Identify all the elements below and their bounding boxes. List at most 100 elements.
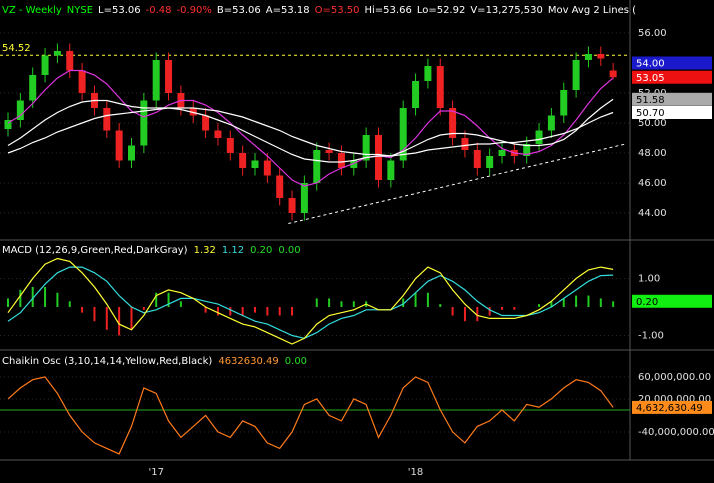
candle-body [103, 108, 111, 131]
value-box-label: 50.70 [636, 108, 665, 119]
candle-body [66, 51, 74, 71]
moving-average [7, 98, 614, 163]
candle-body [572, 60, 580, 90]
candle-body [202, 115, 210, 131]
panel-label: MACD (12,26,9,Green,Red,DarkGray) 1.32 1.1… [2, 245, 301, 256]
candle-body [535, 130, 543, 144]
candle-body [584, 54, 592, 60]
candle-body [436, 66, 444, 108]
candle-body [597, 54, 605, 59]
candle-body [16, 100, 24, 120]
readout: 1.32 [194, 245, 216, 256]
y-tick-label: 60,000,000.00 [638, 372, 711, 383]
header-item: Lo=52.92 [417, 5, 466, 16]
candle-body [609, 70, 617, 78]
oscillator-line [7, 376, 614, 455]
value-box-label: 53.05 [636, 73, 665, 84]
panel-label: Chaikin Osc (3,10,14,14,Yellow,Red,Black… [2, 356, 307, 367]
value-box [632, 92, 712, 106]
header: VZ - Weekly NYSE L=53.06 -0.48 -0.90% B=53.06… [2, 5, 636, 16]
panel-title: MACD (12,26,9,Green,Red,DarkGray) [2, 245, 188, 256]
candle-body [547, 115, 555, 131]
candle-body [300, 183, 308, 213]
candle-body [115, 130, 123, 161]
value-box [632, 56, 712, 70]
readout: 0.20 [250, 245, 272, 256]
candle-body [128, 145, 135, 161]
x-tick-label: '17 [148, 467, 163, 478]
candle-body [412, 81, 420, 108]
trend-line [288, 143, 626, 224]
header-item: -0.90% [176, 5, 211, 16]
header-item: NYSE [67, 5, 93, 16]
moving-average [7, 69, 614, 187]
header-item: V=13,275,530 [470, 5, 542, 16]
candle-body [53, 51, 61, 56]
panel-title: Chaikin Osc (3,10,14,14,Yellow,Red,Black… [2, 356, 212, 367]
candle-body [189, 108, 197, 116]
header-item: O=53.50 [315, 5, 360, 16]
candle-body [313, 150, 321, 183]
candle-body [29, 75, 37, 101]
y-tick-label: 56.00 [638, 28, 667, 39]
y-tick-label: 1.00 [638, 273, 660, 284]
candle-body [399, 108, 407, 161]
header-item: Mov Avg 2 Lines ( [548, 5, 636, 16]
candle-body [387, 160, 395, 180]
value-box [632, 294, 712, 308]
candle-body [424, 66, 432, 81]
moving-average [7, 107, 614, 157]
candle-body [276, 175, 284, 198]
candle-body [473, 150, 481, 168]
value-box-label: 54.00 [636, 59, 665, 70]
candle-body [523, 144, 531, 156]
y-tick-label: 50.00 [638, 118, 667, 129]
value-box-label: 0.20 [636, 297, 658, 308]
y-tick-label: 44.00 [638, 208, 667, 219]
header-item: -0.48 [146, 5, 172, 16]
candle-body [214, 130, 222, 138]
readout: 0.00 [278, 245, 300, 256]
header-item: A=53.18 [266, 5, 310, 16]
readout: 4632630.49 [218, 356, 278, 367]
candle-body [449, 108, 457, 138]
candle-body [362, 135, 370, 161]
x-tick-label: '18 [408, 467, 423, 478]
y-tick-label: 20,000,000.00 [638, 394, 711, 405]
readout: 1.12 [222, 245, 244, 256]
header-item: L=53.06 [98, 5, 141, 16]
candle-body [498, 150, 506, 156]
candle-body [350, 160, 358, 168]
signal-line [7, 266, 614, 339]
candle-body [140, 100, 148, 146]
candle-body [226, 138, 234, 153]
value-box [632, 400, 712, 414]
macd-line [7, 257, 614, 345]
header-item: Hi=53.66 [365, 5, 412, 16]
candle-body [78, 70, 86, 93]
value-box [632, 106, 712, 119]
candle-body [165, 60, 173, 93]
candle-body [152, 60, 160, 101]
candle-body [41, 55, 49, 75]
value-box-label: 4,632,630.49 [636, 403, 703, 414]
y-tick-label: -1.00 [638, 330, 664, 341]
candle-body [263, 160, 271, 176]
candle-body [486, 156, 494, 168]
candle-body [560, 90, 568, 116]
y-tick-label: 46.00 [638, 178, 667, 189]
candle-body [239, 153, 247, 168]
value-box-label: 51.58 [636, 95, 665, 106]
y-tick-label: 48.00 [638, 148, 667, 159]
header-item: VZ - Weekly [2, 5, 62, 16]
header-item: B=53.06 [217, 5, 261, 16]
y-tick-label: -40,000,000.00 [638, 427, 714, 438]
candle-body [337, 153, 345, 168]
candle-body [461, 138, 469, 150]
value-box [632, 70, 712, 84]
candle-body [375, 135, 382, 180]
candle-body [288, 198, 296, 213]
candle-body [325, 150, 333, 153]
